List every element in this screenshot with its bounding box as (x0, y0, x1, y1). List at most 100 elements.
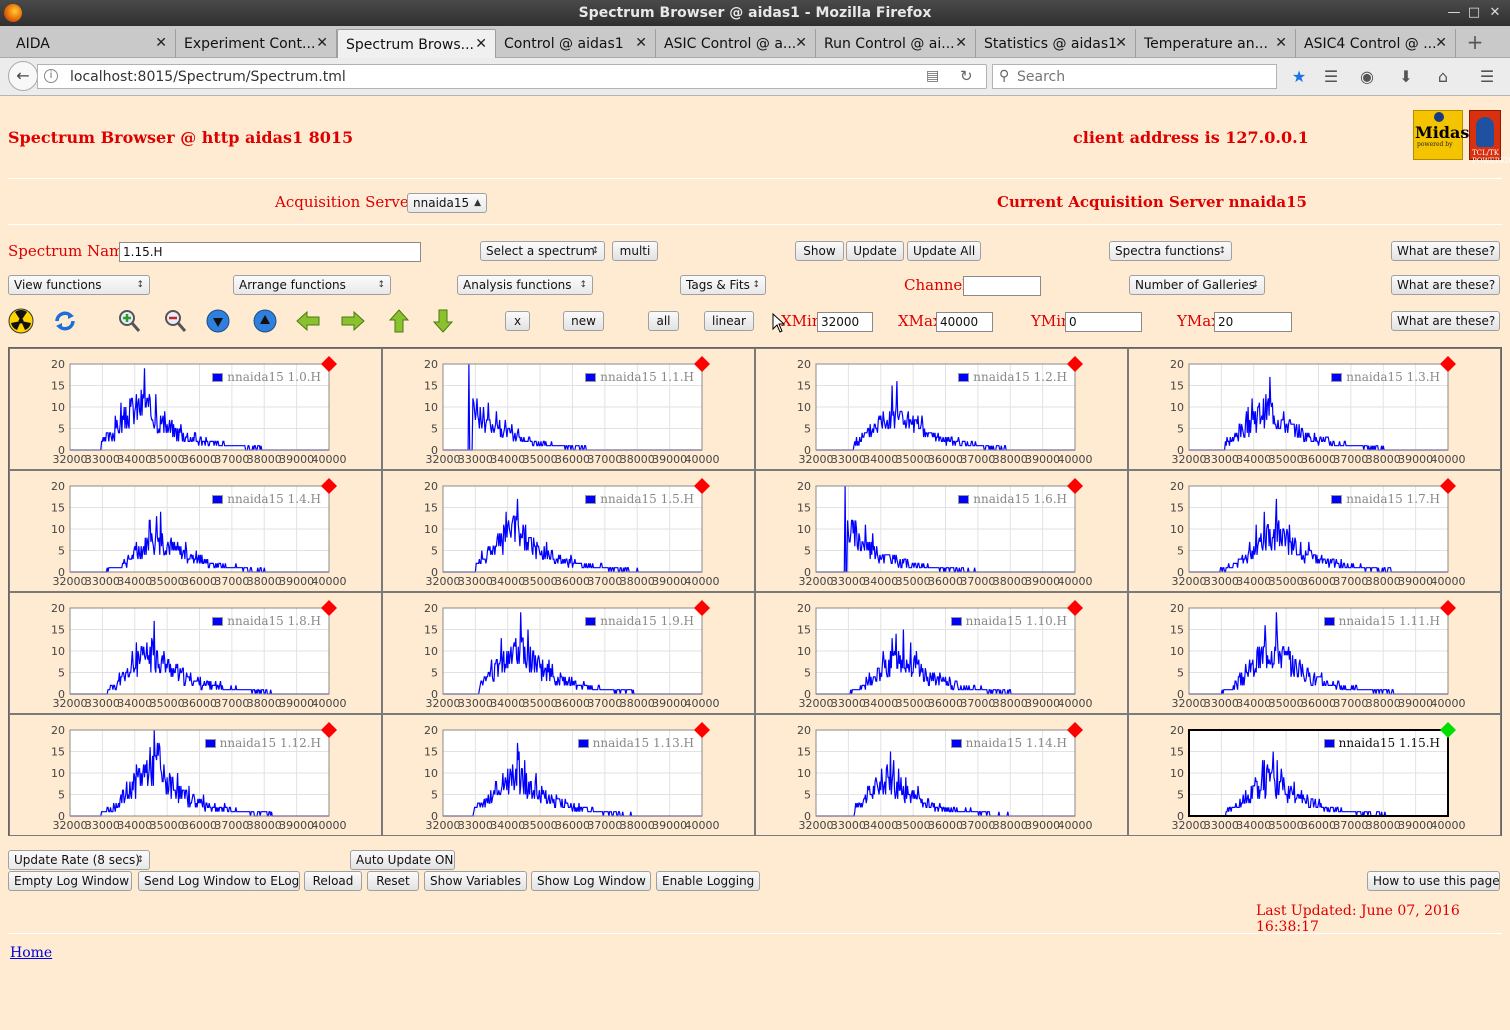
tab-close-icon[interactable]: ✕ (635, 35, 647, 51)
back-arrow-icon[interactable]: ← (8, 61, 38, 91)
spectrum-name-input[interactable]: 1.15.H (119, 242, 421, 262)
home-link[interactable]: Home (10, 945, 53, 961)
status-diamond-icon[interactable] (321, 478, 337, 494)
arrow-left-icon[interactable] (295, 308, 321, 334)
tab-close-icon[interactable]: ✕ (475, 36, 487, 52)
analysis-functions-dropdown[interactable]: Analysis functions ↕ (457, 275, 593, 295)
spectrum-panel[interactable]: 32000 33000 34000 35000 36000 37000 38000 39000… (382, 714, 755, 836)
tab-4[interactable]: Control @ aidas1 ✕ (496, 29, 656, 58)
status-diamond-icon[interactable] (1067, 478, 1083, 494)
acq-server-select[interactable]: nnaida15 ▲ (407, 193, 487, 213)
reload-icon[interactable]: ↻ (960, 67, 973, 85)
xmax-input[interactable]: 40000 (936, 312, 993, 332)
spectrum-panel[interactable]: 32000 33000 34000 35000 36000 37000 38000 39000… (382, 348, 755, 470)
reset-button[interactable]: Reset (367, 871, 419, 891)
enable-logging-button[interactable]: Enable Logging (656, 871, 760, 891)
close-window-icon[interactable]: ✕ (1489, 5, 1501, 20)
arrow-up-icon[interactable] (386, 308, 412, 334)
number-of-galleries-dropdown[interactable]: Number of Galleries ↕ (1129, 275, 1265, 295)
spectrum-panel[interactable]: 32000 33000 34000 35000 36000 37000 38000 39000… (382, 592, 755, 714)
spectrum-panel[interactable]: 32000 33000 34000 35000 36000 37000 38000 39000… (9, 348, 382, 470)
scale-up-icon[interactable] (252, 308, 278, 334)
reader-view-icon[interactable]: ▤ (926, 68, 940, 84)
url-text[interactable]: localhost:8015/Spectrum/Spectrum.tml (70, 69, 346, 85)
tab-1[interactable]: AIDA ✕ (8, 29, 176, 58)
tab-close-icon[interactable]: ✕ (155, 35, 167, 51)
new-button[interactable]: new (563, 311, 604, 331)
search-bar[interactable]: ⚲ (992, 64, 1277, 89)
tab-close-icon[interactable]: ✕ (316, 35, 328, 51)
auto-update-button[interactable]: Auto Update ON (350, 850, 455, 870)
send-log-button[interactable]: Send Log Window to ELog (138, 871, 300, 891)
xmin-input[interactable]: 32000 (817, 312, 873, 332)
status-diamond-icon[interactable] (321, 600, 337, 616)
arrange-functions-dropdown[interactable]: Arrange functions ↕ (233, 275, 391, 295)
tab-5[interactable]: ASIC Control @ a... ✕ (656, 29, 816, 58)
spectrum-panel[interactable]: 32000 33000 34000 35000 36000 37000 38000 39000… (755, 592, 1128, 714)
all-button[interactable]: all (648, 311, 679, 331)
ymin-input[interactable]: 0 (1065, 312, 1142, 332)
status-diamond-icon[interactable] (694, 600, 710, 616)
spectrum-panel[interactable]: 32000 33000 34000 35000 36000 37000 38000 39000… (382, 470, 755, 592)
status-diamond-icon[interactable] (1440, 356, 1456, 372)
select-spectrum-dropdown[interactable]: Select a spectrum ↕ (480, 241, 605, 261)
spectrum-panel[interactable]: 32000 33000 34000 35000 36000 37000 38000 39000… (755, 714, 1128, 836)
status-diamond-icon[interactable] (1067, 600, 1083, 616)
spectrum-panel[interactable]: 32000 33000 34000 35000 36000 37000 38000 39000… (1128, 470, 1501, 592)
pocket-icon[interactable]: ◉ (1360, 67, 1374, 86)
multi-button[interactable]: multi (612, 241, 658, 261)
arrow-down-icon[interactable] (430, 308, 456, 334)
spectrum-panel[interactable]: 32000 33000 34000 35000 36000 37000 38000 39000… (9, 592, 382, 714)
refresh-icon[interactable] (52, 308, 78, 334)
arrow-right-icon[interactable] (340, 308, 366, 334)
reload-button[interactable]: Reload (304, 871, 362, 891)
radiation-icon[interactable] (8, 308, 34, 334)
tags-fits-dropdown[interactable]: Tags & Fits ↕ (680, 275, 766, 295)
tab-6[interactable]: Run Control @ ai... ✕ (816, 29, 976, 58)
empty-log-button[interactable]: Empty Log Window (8, 871, 132, 891)
tab-9[interactable]: ASIC4 Control @ ... ✕ (1296, 29, 1456, 58)
how-to-use-button[interactable]: How to use this page (1367, 871, 1500, 891)
status-diamond-icon[interactable] (1440, 600, 1456, 616)
status-diamond-icon[interactable] (321, 356, 337, 372)
show-button[interactable]: Show (795, 241, 844, 261)
tab-close-icon[interactable]: ✕ (955, 35, 967, 51)
status-diamond-icon[interactable] (1440, 478, 1456, 494)
status-diamond-icon[interactable] (694, 356, 710, 372)
status-diamond-icon[interactable] (1440, 722, 1456, 738)
bookmark-star-icon[interactable]: ★ (1291, 67, 1307, 86)
tab-8[interactable]: Temperature an... ✕ (1136, 29, 1296, 58)
tab-close-icon[interactable]: ✕ (1115, 35, 1127, 51)
spectrum-panel[interactable]: 32000 33000 34000 35000 36000 37000 38000 39000… (1128, 592, 1501, 714)
tab-close-icon[interactable]: ✕ (1275, 35, 1287, 51)
spectrum-panel[interactable]: 32000 33000 34000 35000 36000 37000 38000 39000… (755, 348, 1128, 470)
zoom-out-icon[interactable] (162, 308, 188, 334)
tab-2[interactable]: Experiment Cont... ✕ (176, 29, 337, 58)
spectrum-panel[interactable]: 32000 33000 34000 35000 36000 37000 38000 39000… (9, 470, 382, 592)
spectrum-panel[interactable]: 32000 33000 34000 35000 36000 37000 38000 39000… (755, 470, 1128, 592)
downloads-icon[interactable]: ⬇ (1399, 67, 1413, 86)
tab-3[interactable]: Spectrum Brows... ✕ (337, 29, 496, 58)
tab-close-icon[interactable]: ✕ (1435, 35, 1447, 51)
ymax-input[interactable]: 20 (1214, 312, 1292, 332)
spectra-functions-dropdown[interactable]: Spectra functions ↕ (1109, 241, 1232, 261)
status-diamond-icon[interactable] (321, 722, 337, 738)
what-are-these-button-2[interactable]: What are these? (1391, 275, 1500, 295)
show-variables-button[interactable]: Show Variables (424, 871, 527, 891)
what-are-these-button-1[interactable]: What are these? (1391, 241, 1500, 261)
channel-input[interactable] (963, 276, 1041, 296)
tab-close-icon[interactable]: ✕ (795, 35, 807, 51)
menu-icon[interactable]: ☰ (1479, 67, 1495, 86)
new-tab-icon[interactable]: + (1466, 30, 1484, 54)
bookmarks-list-icon[interactable]: ☰ (1323, 67, 1339, 86)
x-button[interactable]: x (505, 311, 530, 331)
spectrum-panel[interactable]: 32000 33000 34000 35000 36000 37000 38000 39000… (1128, 714, 1501, 836)
tab-7[interactable]: Statistics @ aidas1 ✕ (976, 29, 1136, 58)
show-log-window-button[interactable]: Show Log Window (531, 871, 651, 891)
spectrum-panel[interactable]: 32000 33000 34000 35000 36000 37000 38000 39000… (9, 714, 382, 836)
status-diamond-icon[interactable] (694, 478, 710, 494)
status-diamond-icon[interactable] (1067, 722, 1083, 738)
update-rate-dropdown[interactable]: Update Rate (8 secs) ↕ (8, 850, 150, 870)
info-icon[interactable]: i (44, 69, 58, 83)
update-all-button[interactable]: Update All (907, 241, 981, 261)
